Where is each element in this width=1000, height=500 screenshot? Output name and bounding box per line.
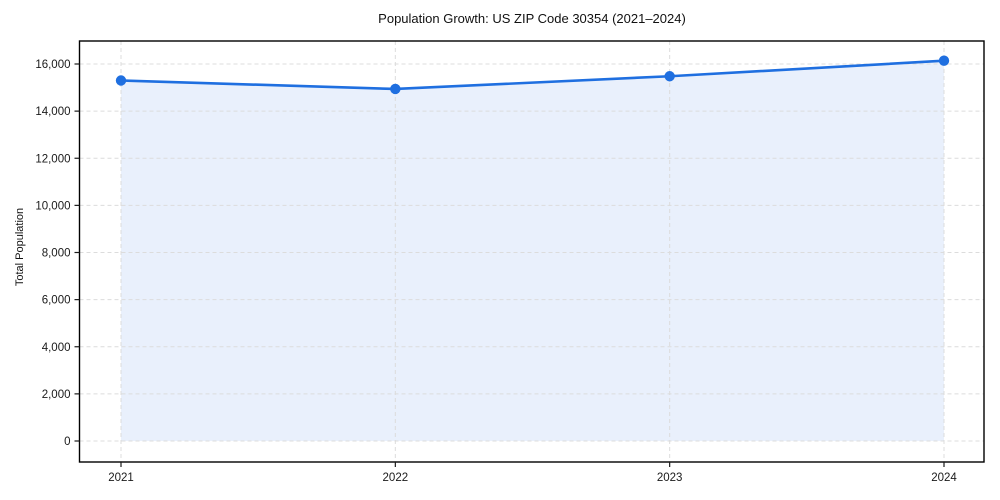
gridlines — [79, 41, 984, 462]
y-tick-label: 10,000 — [35, 200, 70, 212]
y-tick-label: 0 — [64, 436, 70, 448]
x-tick-label: 2022 — [383, 472, 409, 484]
y-tick-label: 14,000 — [35, 106, 70, 118]
y-tick-label: 4,000 — [42, 342, 71, 354]
y-tick-label: 16,000 — [35, 59, 70, 71]
series-line — [119, 59, 946, 91]
y-tick-label: 6,000 — [42, 295, 71, 307]
tick-marks — [74, 63, 945, 467]
data-point — [664, 71, 675, 82]
x-tick-label: 2023 — [657, 472, 683, 484]
x-tick-label: 2024 — [931, 472, 957, 484]
tick-labels: 0 2,000 4,000 6,000 8,000 10,000 12,000 14,000 1… — [35, 59, 957, 484]
data-point — [390, 83, 401, 95]
data-point — [938, 55, 950, 66]
y-tick-label: 12,000 — [35, 153, 70, 165]
chart-title: Population Growth: US ZIP Code 30354 (20… — [378, 11, 686, 26]
x-tick-label: 2021 — [108, 472, 134, 484]
y-tick-label: 8,000 — [42, 248, 71, 260]
y-tick-label: 2,000 — [42, 389, 71, 401]
data-point — [115, 75, 127, 86]
plot-border — [78, 40, 985, 463]
area-fill — [121, 60, 944, 442]
data-point-markers — [115, 55, 950, 95]
